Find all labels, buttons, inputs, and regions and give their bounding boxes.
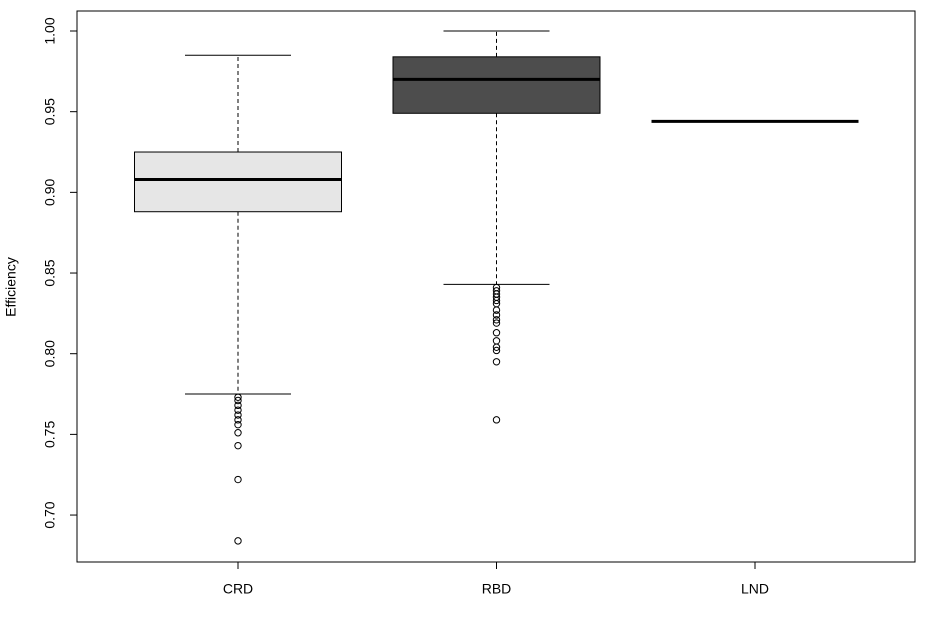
outlier [234, 393, 242, 401]
outlier [492, 416, 501, 424]
outlier [234, 429, 242, 437]
outlier [492, 329, 501, 337]
y-tick-label: 0.95 [42, 98, 58, 125]
outlier [234, 406, 242, 414]
outlier [492, 306, 501, 314]
x-tick-label: CRD [223, 581, 253, 597]
outlier [492, 337, 501, 345]
outlier [234, 411, 242, 419]
box [134, 151, 342, 213]
outlier [234, 441, 242, 450]
outlier [492, 311, 501, 319]
outlier [492, 358, 501, 366]
x-tick-label: LND [741, 581, 769, 597]
outlier [234, 420, 242, 429]
outlier [492, 343, 501, 351]
outlier [234, 396, 242, 405]
outlier [234, 475, 242, 484]
outlier [492, 346, 501, 355]
y-tick-label: 1.00 [42, 17, 58, 44]
y-tick-label: 0.70 [42, 501, 58, 528]
y-tick-label: 0.80 [42, 340, 58, 367]
y-axis-label: Efficiency [3, 257, 19, 317]
y-tick-label: 0.90 [42, 179, 58, 206]
box [392, 56, 601, 114]
outlier [234, 401, 242, 410]
outlier [492, 319, 501, 327]
x-tick-label: RBD [482, 581, 512, 597]
y-tick-label: 0.75 [42, 421, 58, 448]
outlier [492, 296, 501, 305]
outlier [492, 316, 501, 324]
outlier [234, 416, 242, 424]
outlier [234, 537, 242, 545]
y-tick-label: 0.85 [42, 259, 58, 286]
